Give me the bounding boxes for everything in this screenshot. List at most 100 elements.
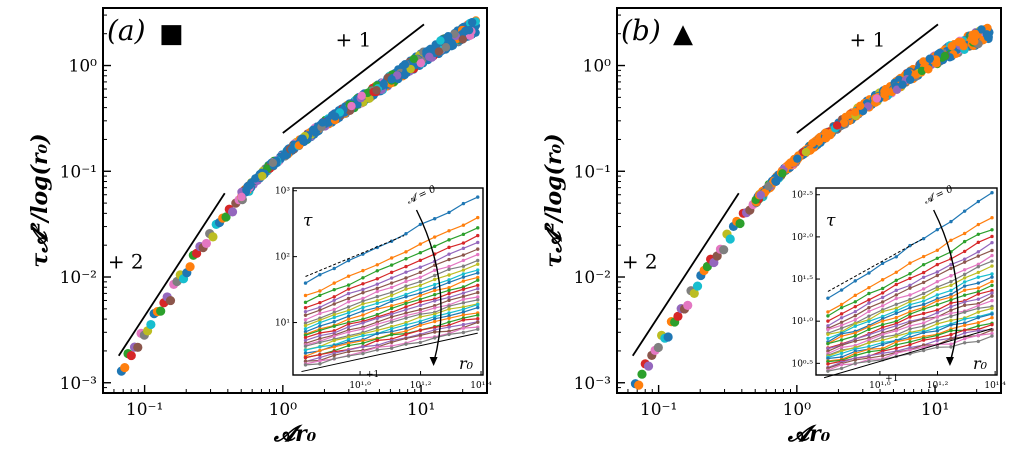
data-point: [357, 91, 366, 100]
inset-series-point: [389, 320, 394, 324]
data-point: [441, 43, 451, 52]
y-tick-label: 10⁻¹: [60, 162, 97, 182]
inset-series-point: [447, 280, 451, 285]
inset-series-point: [303, 355, 308, 360]
inset-series-point: [949, 318, 953, 323]
inset-series-point: [361, 299, 365, 303]
inset-series-point: [361, 351, 365, 356]
inset-series-point: [461, 287, 466, 291]
inset-series-point: [880, 291, 885, 295]
inset-series-point: [935, 270, 940, 274]
inset-series-point: [346, 300, 351, 304]
inset-series-point: [839, 349, 844, 353]
inset-series-point: [867, 314, 871, 318]
inset-series-point: [476, 298, 480, 302]
inset-series-point: [461, 301, 466, 305]
inset-series-point: [894, 351, 898, 355]
inset-series-point: [375, 312, 379, 317]
inset-series-point: [404, 342, 408, 346]
inset-series-point: [949, 304, 953, 309]
inset-series-point: [908, 320, 912, 325]
inset-series-point: [318, 348, 322, 353]
inset-series-point: [432, 317, 437, 321]
inset-series-point: [389, 312, 394, 316]
inset-series-point: [976, 303, 981, 308]
inset-series-point: [418, 315, 423, 319]
data-point: [872, 94, 882, 103]
inset-series-point: [921, 275, 926, 279]
inset-series-point: [346, 291, 351, 296]
inset-series-point: [303, 351, 308, 355]
inset-series-point: [935, 308, 940, 312]
y-tick-label: 10⁻³: [60, 374, 97, 394]
inset-series-point: [303, 348, 308, 352]
inset-slope-label: +1: [366, 370, 379, 380]
inset-series-point: [935, 333, 940, 338]
inset-series-point: [332, 307, 336, 312]
inset-series-point: [346, 322, 351, 326]
inset-series-point: [318, 331, 322, 335]
data-point: [227, 207, 238, 217]
data-point: [653, 342, 663, 353]
data-point: [832, 121, 842, 130]
inset-series-point: [476, 286, 480, 291]
inset-series-point: [418, 293, 423, 298]
inset-series-point: [476, 195, 480, 199]
data-point: [458, 35, 468, 44]
data-point: [924, 64, 933, 74]
inset-series-point: [432, 277, 437, 282]
inset-series-point: [921, 280, 926, 285]
slope-guide-line: [282, 23, 425, 134]
data-point: [643, 361, 654, 371]
inset-series-point: [318, 353, 322, 357]
data-point: [851, 107, 860, 117]
inset-series-point: [908, 306, 912, 310]
inset-series-point: [332, 320, 336, 324]
inset-series-point: [476, 252, 480, 257]
inset-series-point: [461, 322, 466, 327]
inset-series-point: [404, 326, 408, 331]
inset-series-point: [476, 271, 480, 275]
inset-series-point: [990, 275, 994, 279]
inset-series-point: [949, 323, 953, 327]
inset-series-point: [318, 293, 322, 298]
inset-series-point: [418, 319, 423, 323]
inset-series-point: [962, 260, 967, 264]
inset-series-point: [389, 239, 394, 243]
inset-series-point: [894, 270, 898, 274]
data-point: [822, 133, 831, 142]
inset-series-point: [476, 226, 480, 230]
inset-series-point: [418, 222, 423, 227]
inset-series-point: [476, 283, 480, 288]
inset-series-point: [332, 310, 336, 315]
inset-series-point: [447, 304, 451, 308]
data-point: [689, 288, 699, 299]
inset-series-point: [447, 252, 451, 256]
inset-series-point: [461, 264, 466, 268]
inset-series-point: [962, 323, 967, 328]
inset-series-point: [461, 307, 466, 311]
inset-series-point: [447, 285, 451, 290]
data-point: [347, 101, 356, 111]
inset-series-point: [853, 279, 857, 283]
inset-series-point: [921, 307, 926, 311]
inset-series-point: [839, 338, 844, 342]
inset-series-point: [839, 332, 844, 336]
inset-series-point: [894, 293, 898, 297]
inset-series-point: [432, 268, 437, 272]
inset-series-point: [461, 275, 466, 279]
inset-series-point: [418, 312, 423, 316]
inset-series-point: [389, 306, 394, 311]
inset-series-point: [853, 300, 857, 304]
inset-series-point: [404, 295, 408, 299]
inset-series-point: [867, 338, 871, 342]
inset-series-point: [894, 306, 898, 310]
inset-series-point: [908, 324, 912, 328]
inset-series-point: [418, 275, 423, 279]
inset-series-point: [476, 313, 480, 317]
inset-series-point: [447, 291, 451, 296]
inset-series-point: [826, 359, 830, 364]
inset-series-point: [461, 291, 466, 295]
inset-series-point: [332, 287, 336, 292]
inset-series-point: [476, 262, 480, 266]
